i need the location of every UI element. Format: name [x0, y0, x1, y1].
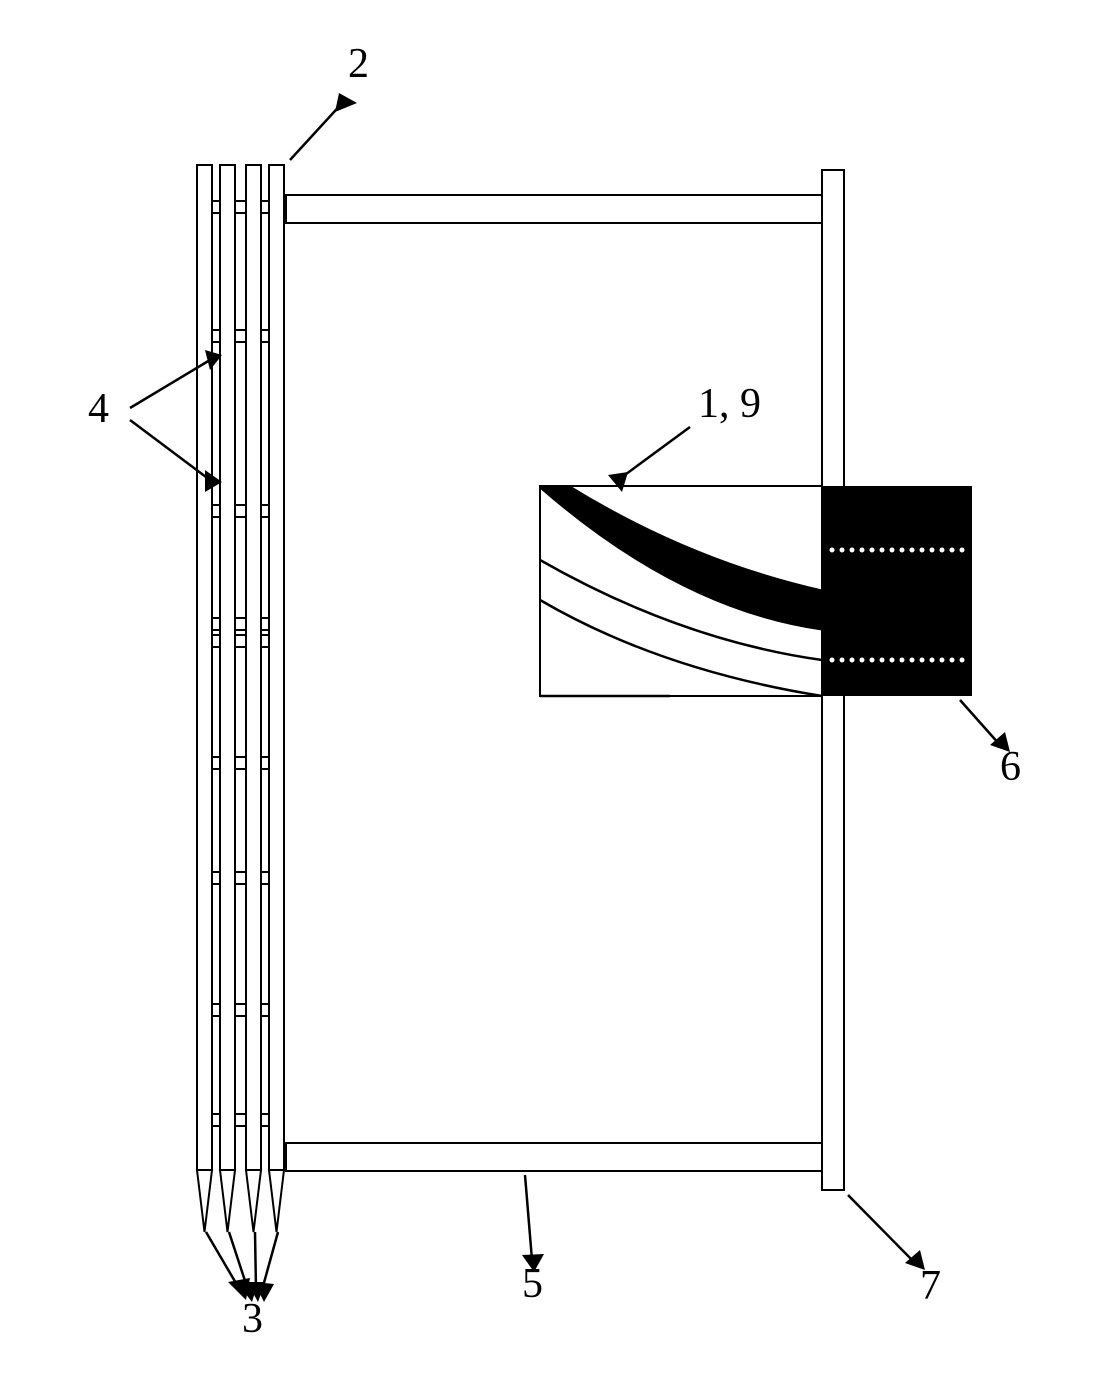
label-3: 3	[242, 1295, 263, 1343]
label-4: 4	[88, 385, 109, 433]
vertical-rod-assembly	[197, 165, 284, 1232]
arrow-1-9	[618, 427, 690, 480]
component-box	[540, 486, 822, 696]
label-7: 7	[920, 1262, 941, 1310]
label-6: 6	[1000, 743, 1021, 791]
label-2: 2	[348, 40, 369, 88]
label-1-9: 1, 9	[698, 380, 761, 428]
technical-diagram: 2 4 1, 9 6 3 5 7	[0, 0, 1109, 1399]
arrow-6	[960, 700, 1000, 745]
black-block	[822, 486, 972, 696]
diagram-svg	[0, 0, 1109, 1399]
bottom-horizontal-bar	[286, 1143, 822, 1171]
arrow-5	[525, 1175, 532, 1260]
label-5: 5	[522, 1260, 543, 1308]
arrow-3	[206, 1232, 278, 1302]
arrow-7	[848, 1195, 915, 1263]
top-horizontal-bar	[286, 195, 822, 223]
arrow-4	[130, 350, 222, 492]
